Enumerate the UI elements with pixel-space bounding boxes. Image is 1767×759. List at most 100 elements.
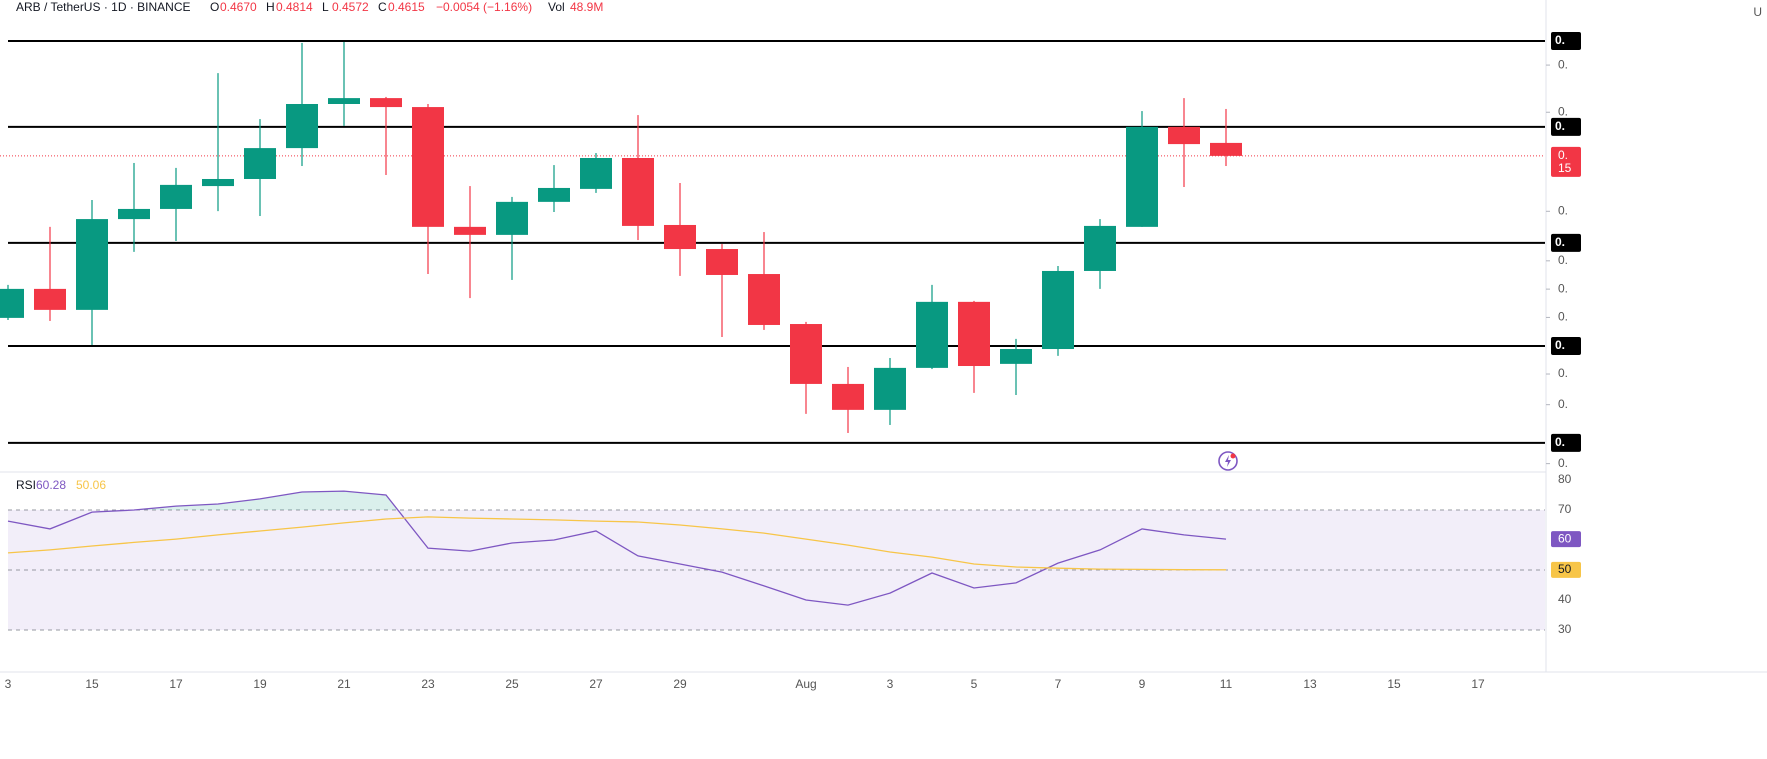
x-tick-label: 23 <box>421 677 435 691</box>
level-label: 0. <box>1555 33 1565 47</box>
candle-body <box>538 187 570 202</box>
overbought-fill <box>8 491 1226 510</box>
x-tick-label: 15 <box>1387 677 1401 691</box>
candle-body <box>34 288 66 310</box>
x-tick-label: 21 <box>337 677 351 691</box>
candle-body <box>874 367 906 410</box>
candle-body <box>832 383 864 410</box>
rsi-value-tag <box>1551 561 1581 578</box>
ohlc-label: C <box>378 0 387 14</box>
level-tag <box>1551 233 1581 252</box>
candle-body <box>202 178 234 187</box>
candle-body <box>622 158 654 226</box>
level-tag <box>1551 336 1581 355</box>
x-tick-label: 15 <box>85 677 99 691</box>
x-tick-label: 3 <box>5 677 12 691</box>
x-tick-label: 9 <box>1139 677 1146 691</box>
rsi-line <box>7 516 1227 571</box>
rsi-title: RSI <box>16 478 36 492</box>
x-tick-label: 3 <box>887 677 894 691</box>
ohlc-value: 0.4572 <box>332 0 369 14</box>
rsi-tick-label: 30 <box>1558 622 1572 636</box>
vol-label: Vol <box>548 0 565 14</box>
candle-body <box>1210 142 1242 156</box>
ohlc-value: 0.4670 <box>220 0 257 14</box>
x-tick-label: 13 <box>1303 677 1317 691</box>
ohlc-value: 0.4615 <box>388 0 425 14</box>
rsi-value-label: 60 <box>1558 531 1572 545</box>
y-tick-label: 0. <box>1558 310 1568 324</box>
x-tick-label: 5 <box>971 677 978 691</box>
candle-body <box>118 208 150 220</box>
level-tag <box>1551 433 1581 452</box>
rsi-tick-label: 70 <box>1558 502 1572 516</box>
last-price-label: 0. <box>1558 148 1568 162</box>
y-tick-label: 0. <box>1558 281 1568 295</box>
candle-body <box>454 226 486 235</box>
ohlc-value: 0.4814 <box>276 0 313 14</box>
y-tick-label: 0. <box>1558 456 1568 470</box>
x-tick-label: 25 <box>505 677 519 691</box>
last-price-tag <box>1551 146 1581 177</box>
candle-body <box>328 98 360 104</box>
rsi-line <box>7 490 1227 606</box>
level-label: 0. <box>1555 235 1565 249</box>
symbol: ARB / TetherUS · 1D · BINANCE <box>16 0 191 14</box>
currency-label: U <box>1753 5 1762 19</box>
candle-body <box>664 224 696 250</box>
rsi-tick-label: 80 <box>1558 472 1572 486</box>
ohlc-label: H <box>266 0 275 14</box>
ohlc-label: L <box>322 0 329 14</box>
candle-body <box>790 324 822 384</box>
candle-body <box>1084 225 1116 271</box>
header: ARB / TetherUS · 1D · BINANCE <box>16 0 191 14</box>
candle-body <box>160 184 192 209</box>
level-label: 0. <box>1555 119 1565 133</box>
candle-body <box>580 158 612 189</box>
y-tick-label: 0. <box>1558 397 1568 411</box>
alert-icon[interactable] <box>1218 451 1238 471</box>
level-label: 0. <box>1555 435 1565 449</box>
y-tick-label: 0. <box>1558 203 1568 217</box>
x-tick-label: 27 <box>589 677 603 691</box>
ohlc-label: O <box>210 0 219 14</box>
x-tick-label: 17 <box>169 677 183 691</box>
rsi-value-tag <box>1551 531 1581 548</box>
rsi-value-label: 50 <box>1558 562 1572 576</box>
level-tag <box>1551 32 1581 51</box>
candle-body <box>958 301 990 367</box>
rsi-tick-label: 40 <box>1558 592 1572 606</box>
level-tag <box>1551 117 1581 136</box>
vol-value: 48.9M <box>570 0 603 14</box>
candle-body <box>244 148 276 179</box>
candle-body <box>1168 126 1200 145</box>
candle-body <box>1000 349 1032 364</box>
candle-body <box>496 201 528 235</box>
x-tick-label: 7 <box>1055 677 1062 691</box>
candle-body <box>748 274 780 325</box>
x-tick-label: Aug <box>795 677 816 691</box>
candle-body <box>286 103 318 149</box>
candle-body <box>1126 126 1158 227</box>
candle-body <box>0 288 24 318</box>
y-tick-label: 0. <box>1558 104 1568 118</box>
candle-body <box>1042 270 1074 350</box>
candle-body <box>370 98 402 108</box>
y-tick-label: 0. <box>1558 57 1568 71</box>
countdown: 15 <box>1558 161 1572 175</box>
candle-body <box>76 219 108 310</box>
level-label: 0. <box>1555 338 1565 352</box>
x-tick-label: 29 <box>673 677 687 691</box>
y-tick-label: 0. <box>1558 366 1568 380</box>
candle-body <box>412 107 444 227</box>
rsi-legend-value: 60.28 <box>36 478 66 492</box>
x-tick-label: 19 <box>253 677 267 691</box>
candle-body <box>916 301 948 368</box>
candle-body <box>706 249 738 275</box>
ma-legend-value: 50.06 <box>76 478 106 492</box>
x-tick-label: 17 <box>1471 677 1485 691</box>
y-tick-label: 0. <box>1558 253 1568 267</box>
change-value: −0.0054 (−1.16%) <box>436 0 532 14</box>
x-tick-label: 11 <box>1220 677 1233 691</box>
